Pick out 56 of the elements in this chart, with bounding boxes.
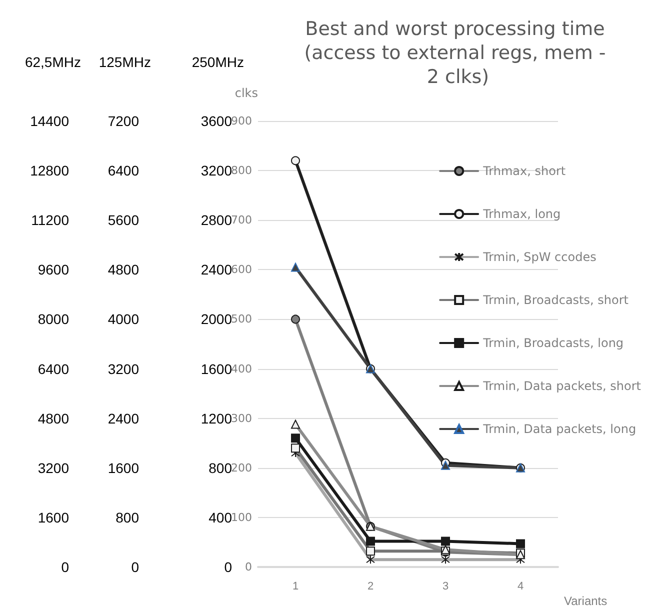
y-tick-label: 900 xyxy=(231,114,252,128)
y3-tick-label: 3200 xyxy=(108,360,140,377)
legend-label: Trhmax, long xyxy=(482,207,561,221)
y-tick-label: 100 xyxy=(231,510,252,524)
y3-tick-label: 5600 xyxy=(108,212,140,228)
text: 3200 xyxy=(38,460,70,476)
legend-label: Trmin, Data packets, long xyxy=(482,422,636,436)
y-tick-label: 0 xyxy=(245,560,252,574)
y3-axis-title: 125MHz xyxy=(98,54,151,70)
y3-tick-label: 800 xyxy=(116,509,140,526)
y2-tick-label: 2400 xyxy=(200,262,232,278)
y3-tick-label: 7200 xyxy=(108,113,140,129)
y2-tick-label: 2800 xyxy=(200,212,232,228)
y-tick-label: 300 xyxy=(231,412,252,425)
y3-tick-label: 6400 xyxy=(108,162,140,179)
x-axis-title: Variants xyxy=(564,594,608,608)
y2-tick-label: 2000 xyxy=(200,311,232,328)
y3-tick-label: 0 xyxy=(131,559,140,575)
x-tick-label: 2 xyxy=(367,580,374,592)
y3-tick-label: 4800 xyxy=(108,262,140,278)
y3-tick-label: 1600 xyxy=(108,460,140,476)
chart-title: Best and worst processing time (access to external regs, mem - 2 clks) xyxy=(304,18,612,88)
x-tick-label: 3 xyxy=(442,580,449,592)
x-tick-label: 4 xyxy=(517,580,524,592)
y-axis-title: clks xyxy=(234,86,258,100)
y2-tick-label: 3200 xyxy=(200,162,232,179)
text: 62,5MHz xyxy=(24,54,81,70)
legend-label: Trhmax, short xyxy=(482,164,566,178)
text: 0 xyxy=(61,559,70,575)
text: 1600 xyxy=(38,509,70,526)
text: 9600 xyxy=(38,262,70,278)
legend-label: Trmin, Data packets, short xyxy=(482,379,642,393)
y-tick-label: 700 xyxy=(231,214,252,227)
y2-tick-label: 800 xyxy=(208,460,232,476)
y3-tick-label: 2400 xyxy=(108,410,140,426)
y-tick-label: 400 xyxy=(231,362,252,376)
text: 6400 xyxy=(38,360,70,377)
text: 8000 xyxy=(38,311,70,328)
text: 14400 xyxy=(30,113,70,129)
y-tick-label: 200 xyxy=(231,461,252,474)
y2-tick-label: 3600 xyxy=(200,113,232,129)
y-tick-label: 500 xyxy=(231,312,252,326)
y3-tick-label: 4000 xyxy=(108,311,140,328)
y2-tick-label: 400 xyxy=(208,509,232,526)
y-tick-label: 600 xyxy=(231,263,252,276)
legend-label: Trmin, SpW ccodes xyxy=(482,250,596,264)
text: 11200 xyxy=(31,212,70,228)
legend-label: Trmin, Broadcasts, short xyxy=(482,293,629,307)
legend-label: Trmin, Broadcasts, long xyxy=(482,336,624,350)
y2-tick-label: 1600 xyxy=(200,360,232,377)
text: 12800 xyxy=(30,162,70,179)
text: 4800 xyxy=(38,410,70,426)
y-tick-label: 800 xyxy=(231,164,252,178)
y2-axis-title: 250MHz xyxy=(192,54,244,70)
y2-tick-label: 1200 xyxy=(200,410,232,426)
x-tick-label: 1 xyxy=(292,580,299,592)
